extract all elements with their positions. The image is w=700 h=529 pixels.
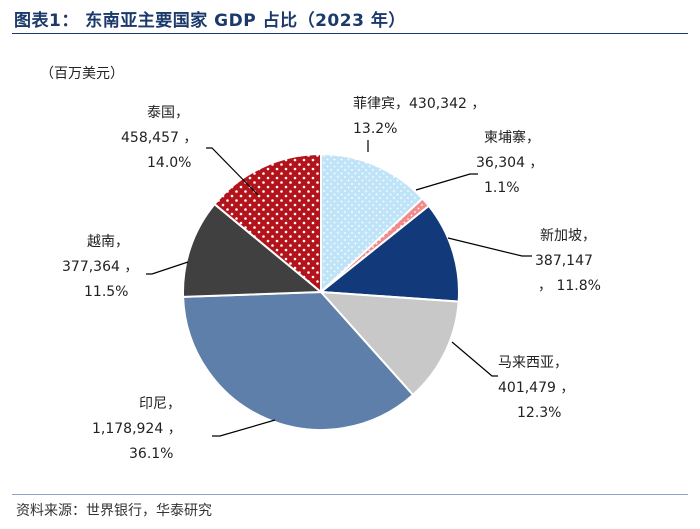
slice-label-name-6: 越南，: [87, 234, 129, 250]
pie-slice-pattern-1: [321, 154, 423, 292]
slice-label-name-5: 印尼，: [139, 396, 181, 412]
leader-line-5: [212, 419, 276, 437]
slice-label-name-value-1: 菲律宾，430,342 ，: [353, 96, 485, 112]
footer-divider: [12, 494, 688, 495]
slice-label-name-2: 柬埔寨，: [484, 129, 540, 146]
slice-label-value-2: 36,304 ，: [476, 155, 543, 171]
leader-line-6: [146, 261, 189, 275]
leader-line-4: [451, 341, 498, 377]
slice-label-value-4: 401,479 ，: [498, 380, 574, 396]
slice-label-value-7: 458,457 ，: [121, 130, 197, 146]
leader-line-3: [447, 237, 532, 257]
pie-slice-6: [182, 202, 324, 298]
pie-slice-pattern-2: [321, 198, 429, 292]
page-title: 图表1： 东南亚主要国家 GDP 占比（2023 年）: [14, 11, 406, 31]
pie-slice-pattern-7: [214, 154, 321, 292]
slice-label-name-7: 泰国，: [147, 105, 189, 121]
leader-line-7: [206, 147, 259, 196]
slice-label-percent-1: 13.2%: [353, 121, 397, 137]
source-note: 资料来源：世界银行，华泰研究: [16, 503, 212, 519]
unit-label: （百万美元）: [40, 66, 124, 82]
title-divider: [12, 33, 688, 34]
slice-label-value-5: 1,178,924 ，: [92, 421, 182, 437]
slice-label-percent-3: ， 11.8%: [538, 278, 601, 294]
slice-label-name-4: 马来西亚，: [498, 355, 568, 371]
slice-label-percent-6: 11.5%: [84, 284, 128, 300]
slice-label-percent-4: 12.3%: [517, 405, 561, 421]
pie-slice-4: [318, 290, 460, 397]
slice-label-percent-7: 14.0%: [147, 155, 191, 171]
slice-label-value-3: 387,147: [535, 253, 593, 269]
slice-label-percent-2: 1.1%: [484, 180, 520, 196]
pie-slice-5: [182, 290, 415, 431]
pie-slice-3: [318, 204, 460, 303]
slice-label-percent-5: 36.1%: [129, 446, 173, 462]
slice-label-name-3: 新加坡，: [540, 228, 596, 244]
leader-line-2: [415, 173, 478, 191]
slice-label-value-6: 377,364 ，: [62, 259, 138, 275]
